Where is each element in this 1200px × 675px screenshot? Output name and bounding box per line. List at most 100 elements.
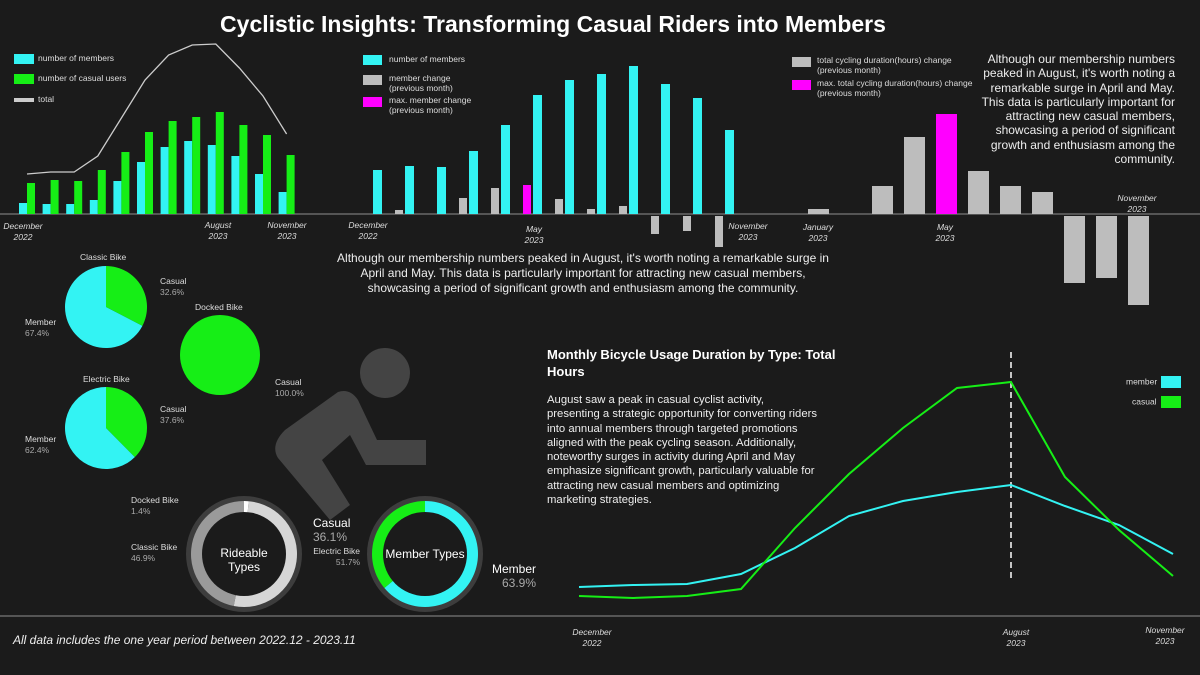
member-change-bar [587,209,595,214]
donut-center-title: Member Types [385,547,465,561]
legend-label: max. member change (previous month) [389,95,472,115]
x-tick-label: November 2023 [1145,625,1185,646]
member-bar [469,151,478,214]
member-bar [231,156,240,214]
duration-change-bar [1096,216,1117,278]
member-bar [725,130,734,214]
insight-paragraph-center: Although our membership numbers peaked i… [337,251,829,295]
casual-bar [192,117,201,214]
insight-paragraph-right: Although our membership numbers peaked i… [981,52,1175,167]
legend-label: total [38,94,55,104]
duration-change-bar [808,209,829,214]
donut-hole [383,512,467,596]
donut-label-docked: Docked Bike 1.4% [131,495,179,516]
member-change-bar [555,199,563,214]
member-change-bar [683,216,691,231]
member-bar [693,98,702,214]
x-tick-label: August 2023 [204,220,232,241]
line-chart-title: Monthly Bicycle Usage Duration by Type: … [547,347,836,379]
legend-members: number of members [14,53,114,64]
pie-slice [180,315,260,395]
member-bar [66,204,75,214]
casual-bar [263,135,271,214]
legend-duration-change: total cycling duration(hours) change (pr… [792,55,952,75]
member-change-bar [459,198,467,214]
casual-bar [239,125,248,214]
member-change-bar [715,216,723,247]
casual-bar [50,180,59,214]
casual-bar [215,112,224,214]
x-tick-label: November 2023 [267,220,307,241]
member-bar [501,125,510,214]
pie-title: Docked Bike [195,302,243,312]
x-tick-label: May 2023 [935,222,955,243]
donut-label-classic: Classic Bike 46.9% [131,542,178,563]
pie-label-casual: Casual 100.0% [275,377,304,398]
x-tick-label: January 2023 [802,222,834,243]
duration-change-bar [904,137,925,214]
dashboard-title: Cyclistic Insights: Transforming Casual … [220,11,886,37]
legend-casual: number of casual users [14,73,126,84]
member-bar [278,192,287,214]
member-bar [42,204,51,214]
member-bar [629,66,638,214]
pie-slice [64,266,143,348]
x-tick-label: December 2022 [348,220,388,241]
pie-title: Classic Bike [80,252,127,262]
member-bar [113,181,122,214]
member-bar [207,145,216,214]
member-bar [160,147,169,214]
casual-bar [97,170,106,214]
member-bar [373,170,382,214]
pie-label-casual: Casual 32.6% [160,276,187,297]
donut-label-member: Member 63.9% [491,562,536,590]
pie-slice [106,387,148,458]
member-bar [437,167,446,214]
duration-change-bar [1064,216,1085,283]
casual-bar [121,152,130,214]
casual-bar [74,181,83,214]
max-duration-change-bar [936,114,957,214]
member-bar [255,174,263,214]
member-bar [405,166,414,214]
member-bar [89,200,98,214]
x-tick-label: December 2022 [572,627,612,648]
max-member-change-bar [523,185,531,214]
casual-bar [286,155,295,214]
member-change-bar [619,206,627,214]
pie-label-member: Member 67.4% [25,317,57,338]
donut-center-title: Rideable Types [220,546,268,574]
legend-label: number of members [389,54,466,64]
legend-label: total cycling duration(hours) change (pr… [817,55,952,75]
legend-max-duration-change: max. total cycling duration(hours) chang… [792,78,972,98]
member-bar [533,95,542,214]
legend-max-member-change: max. member change (previous month) [363,95,471,115]
x-tick-label: November 2023 [728,221,768,242]
member-change-bar [395,210,403,214]
casual-bar [168,121,177,214]
pie-slice [106,266,147,326]
legend-casual-line: casual [1132,396,1181,408]
legend-label: member change (previous month) [389,73,453,93]
line-chart-paragraph: August saw a peak in casual cyclist acti… [547,394,818,507]
member-change-bar [491,188,499,214]
x-tick-label: August 2023 [1002,627,1030,648]
legend-label: member [1126,376,1158,387]
legend-label: number of casual users [38,73,127,83]
legend-label: casual [1132,396,1157,407]
duration-change-bar [968,171,989,214]
total-line [26,43,288,175]
member-line [578,483,1174,588]
member-bar [19,203,27,214]
pie-label-casual: Casual 37.6% [160,404,187,425]
member-bar [661,84,670,214]
legend-label: number of members [38,53,115,63]
footer-note: All data includes the one year period be… [13,633,356,647]
member-bar [137,162,145,214]
donut-hole [202,512,286,596]
x-tick-label: December 2022 [3,221,43,242]
duration-change-bar [872,186,893,214]
duration-change-bar [1000,186,1021,214]
duration-change-bar [1032,192,1053,214]
cyclist-silhouette-icon [275,348,426,520]
